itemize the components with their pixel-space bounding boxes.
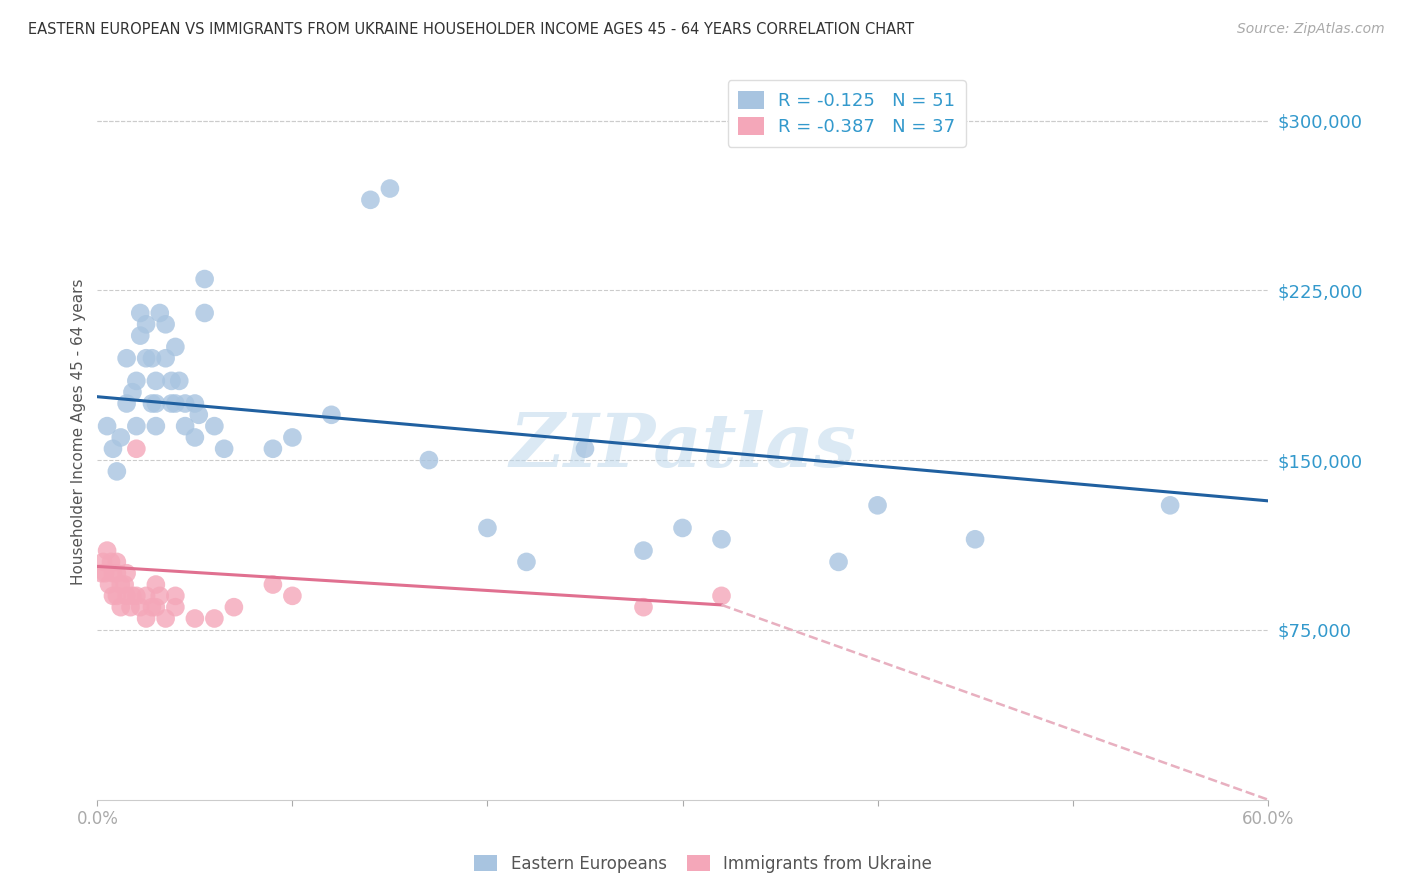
Point — [96, 419, 118, 434]
Point — [115, 396, 138, 410]
Point — [222, 600, 245, 615]
Point — [965, 533, 987, 547]
Point — [129, 600, 152, 615]
Point — [135, 611, 157, 625]
Point — [160, 396, 183, 410]
Point — [866, 499, 889, 513]
Point — [359, 193, 381, 207]
Point — [202, 611, 225, 625]
Point — [184, 611, 207, 625]
Point — [149, 306, 172, 320]
Point — [121, 589, 143, 603]
Point — [100, 555, 122, 569]
Point — [145, 577, 167, 591]
Point — [174, 419, 197, 434]
Point — [125, 589, 148, 603]
Point — [418, 453, 440, 467]
Point — [187, 408, 209, 422]
Point — [145, 419, 167, 434]
Point — [1159, 499, 1181, 513]
Point — [155, 351, 177, 366]
Point — [105, 555, 128, 569]
Point — [671, 521, 693, 535]
Point — [96, 543, 118, 558]
Point — [184, 430, 207, 444]
Point — [98, 577, 121, 591]
Point — [135, 589, 157, 603]
Point — [321, 408, 343, 422]
Point — [281, 589, 304, 603]
Point — [165, 340, 187, 354]
Point — [262, 442, 284, 456]
Point — [155, 318, 177, 332]
Point — [145, 374, 167, 388]
Point — [202, 419, 225, 434]
Point — [129, 306, 152, 320]
Point — [165, 600, 187, 615]
Point — [149, 589, 172, 603]
Point — [115, 566, 138, 581]
Point — [515, 555, 537, 569]
Point — [91, 555, 114, 569]
Point — [169, 374, 191, 388]
Legend: R = -0.125   N = 51, R = -0.387   N = 37: R = -0.125 N = 51, R = -0.387 N = 37 — [727, 80, 966, 147]
Point — [710, 533, 733, 547]
Point — [145, 600, 167, 615]
Point — [105, 566, 128, 581]
Point — [105, 589, 128, 603]
Point — [184, 396, 207, 410]
Point — [160, 374, 183, 388]
Point — [212, 442, 235, 456]
Point — [115, 351, 138, 366]
Point — [174, 396, 197, 410]
Point — [155, 611, 177, 625]
Point — [165, 396, 187, 410]
Point — [101, 589, 124, 603]
Point — [141, 396, 163, 410]
Point — [378, 181, 401, 195]
Point — [827, 555, 849, 569]
Point — [105, 464, 128, 478]
Point — [710, 589, 733, 603]
Point — [94, 566, 117, 581]
Point — [90, 566, 112, 581]
Point — [110, 430, 132, 444]
Point — [145, 396, 167, 410]
Point — [125, 442, 148, 456]
Point — [114, 577, 136, 591]
Point — [110, 577, 132, 591]
Point — [101, 442, 124, 456]
Point — [101, 566, 124, 581]
Point — [194, 272, 217, 286]
Point — [633, 600, 655, 615]
Point — [125, 374, 148, 388]
Point — [477, 521, 499, 535]
Point — [110, 600, 132, 615]
Y-axis label: Householder Income Ages 45 - 64 years: Householder Income Ages 45 - 64 years — [72, 278, 86, 585]
Point — [194, 306, 217, 320]
Point — [135, 351, 157, 366]
Point — [129, 328, 152, 343]
Text: Source: ZipAtlas.com: Source: ZipAtlas.com — [1237, 22, 1385, 37]
Text: EASTERN EUROPEAN VS IMMIGRANTS FROM UKRAINE HOUSEHOLDER INCOME AGES 45 - 64 YEAR: EASTERN EUROPEAN VS IMMIGRANTS FROM UKRA… — [28, 22, 914, 37]
Text: ZIPatlas: ZIPatlas — [509, 410, 856, 483]
Point — [115, 589, 138, 603]
Point — [125, 419, 148, 434]
Point — [135, 318, 157, 332]
Point — [121, 385, 143, 400]
Point — [120, 600, 142, 615]
Legend: Eastern Europeans, Immigrants from Ukraine: Eastern Europeans, Immigrants from Ukrai… — [467, 848, 939, 880]
Point — [141, 600, 163, 615]
Point — [633, 543, 655, 558]
Point — [281, 430, 304, 444]
Point — [165, 589, 187, 603]
Point — [141, 351, 163, 366]
Point — [574, 442, 596, 456]
Point — [262, 577, 284, 591]
